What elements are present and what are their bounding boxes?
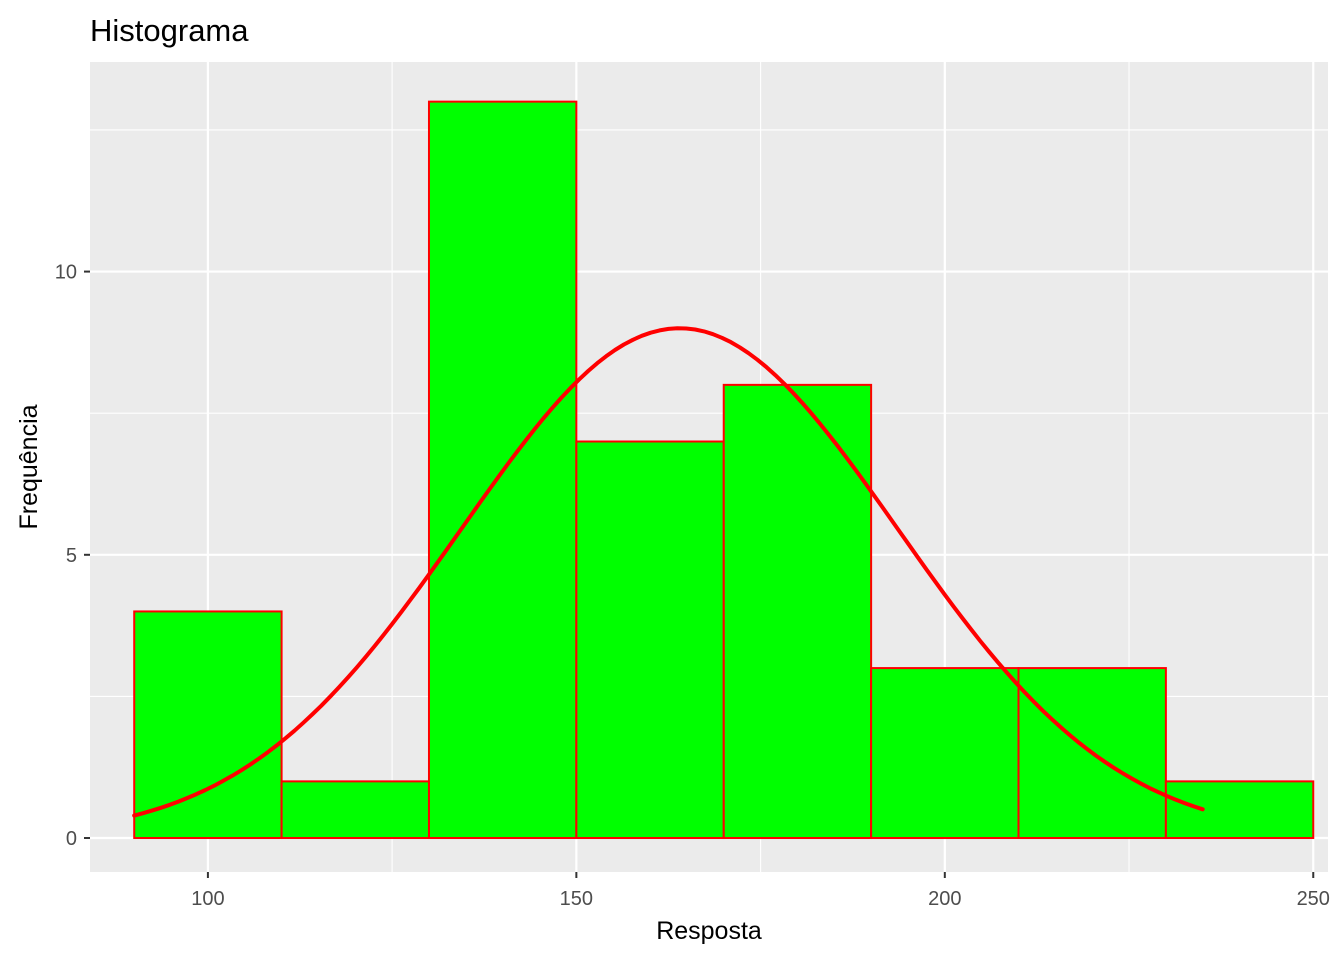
x-tick-label: 200 [928,888,961,910]
y-tick-label: 5 [66,545,77,567]
y-axis-title: Frequência [15,404,43,529]
y-tick-label: 0 [66,828,77,850]
x-tick-label: 150 [560,888,593,910]
x-axis-ticks: 100 150 200 250 [191,872,1330,910]
chart-title: Histograma [90,13,249,48]
x-axis-title: Resposta [656,917,762,945]
histogram-bar [280,780,430,840]
x-tick-label: 250 [1297,888,1330,910]
histogram-bar [1164,780,1315,840]
y-tick-label: 10 [55,262,77,284]
histogram-bar [870,667,1020,840]
histogram-bar [722,383,873,840]
histogram-bar [133,610,283,840]
y-axis-ticks: 0 5 10 [55,262,90,850]
density-curve [132,326,1205,818]
x-tick-label: 100 [191,888,224,910]
histogram-bar [575,440,725,840]
